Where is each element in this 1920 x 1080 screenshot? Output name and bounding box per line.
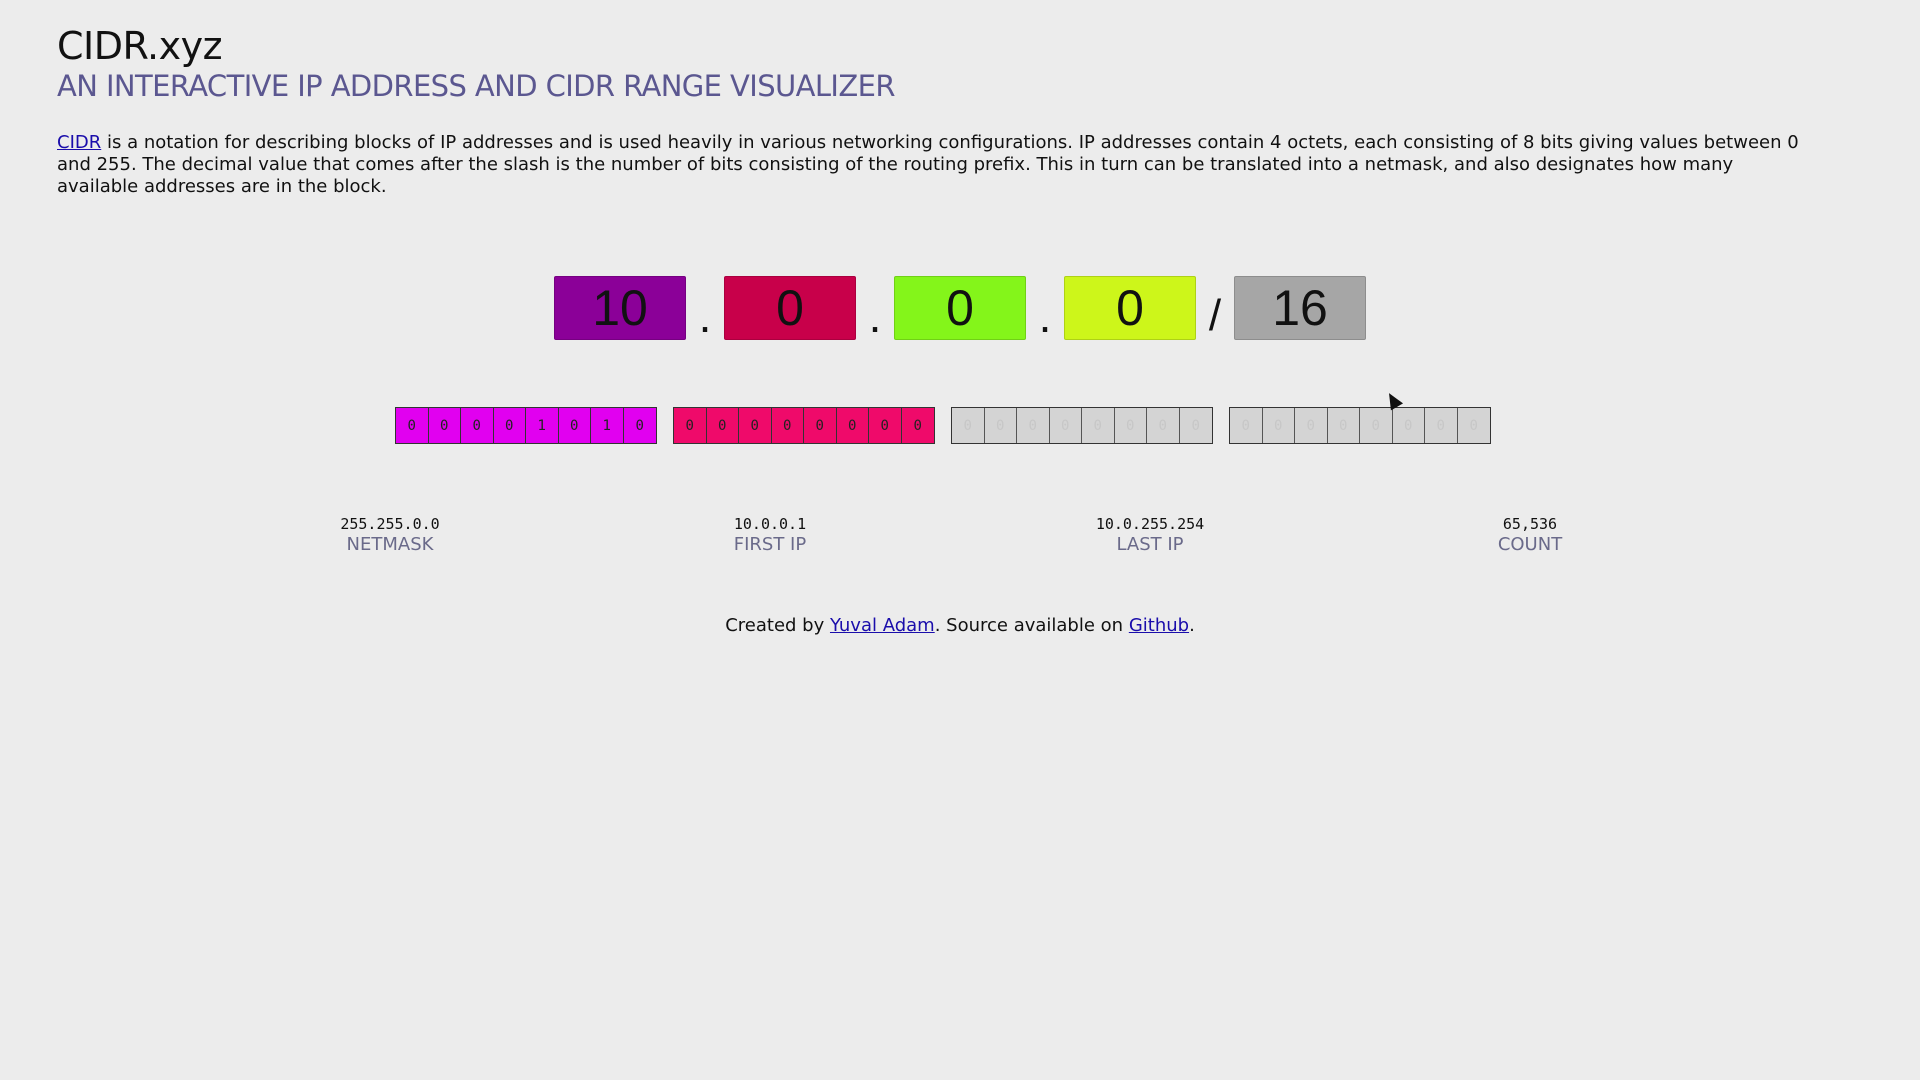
last-ip-value: 10.0.255.254 [1095,515,1205,533]
intro-text: is a notation for describing blocks of I… [57,132,1799,197]
first-ip-value: 10.0.0.1 [733,515,807,533]
bit-cell[interactable]: 0 [1360,408,1393,443]
bit-cell[interactable]: 0 [1393,408,1425,443]
bit-cell[interactable]: 0 [985,408,1017,443]
netmask-label: NETMASK [346,534,434,555]
bit-cell[interactable]: 0 [429,408,461,443]
footer-prefix: Created by [725,615,830,636]
bit-cell[interactable]: 0 [952,408,985,443]
octet-1-input[interactable]: 10 [554,276,686,340]
site-title: CIDR.xyz [57,24,223,68]
dot-separator: . [1038,290,1052,342]
bit-cell[interactable]: 1 [591,408,624,443]
bit-cell[interactable]: 1 [526,408,559,443]
bit-cell[interactable]: 0 [1469,417,1478,434]
bit-cell[interactable]: 0 [559,408,591,443]
intro-paragraph: CIDR is a notation for describing blocks… [57,132,1817,198]
github-link[interactable]: Github [1128,615,1190,636]
octet-2-input[interactable]: 0 [724,276,856,340]
bit-cell[interactable]: 0 [1230,408,1263,443]
octet-4-input[interactable]: 0 [1064,276,1196,340]
bit-cell[interactable]: 0 [635,417,644,434]
bit-cell[interactable]: 0 [869,408,902,443]
bit-cell[interactable]: 0 [837,408,869,443]
author-link[interactable]: Yuval Adam [829,615,935,636]
first-ip-stat: 10.0.0.1 FIRST IP [650,514,890,556]
bit-cell[interactable]: 0 [913,417,922,434]
cidr-link[interactable]: CIDR [57,132,102,153]
netmask-value: 255.255.0.0 [340,515,440,533]
bit-cell[interactable]: 0 [1295,408,1328,443]
bit-cell[interactable]: 0 [1050,408,1082,443]
bit-cell[interactable]: 0 [1328,408,1360,443]
last-ip-label: LAST IP [1116,534,1184,555]
bit-cell[interactable]: 0 [461,408,494,443]
count-stat: 65,536 COUNT [1410,514,1650,556]
bit-cell[interactable]: 0 [674,408,707,443]
netmask-stat: 255.255.0.0 NETMASK [270,514,510,556]
footer-middle: . Source available on [934,615,1129,636]
bit-cell[interactable]: 0 [494,408,526,443]
footer-suffix: . [1189,615,1195,636]
first-ip-label: FIRST IP [733,534,807,555]
bit-cell[interactable]: 0 [1115,408,1147,443]
slash-separator: / [1208,291,1222,340]
footer: Created by Yuval Adam. Source available … [0,615,1920,636]
bit-cell[interactable]: 0 [1147,408,1180,443]
bit-cell[interactable]: 0 [1191,417,1200,434]
bit-cell[interactable]: 0 [772,408,804,443]
count-label: COUNT [1497,534,1563,555]
cidr-input-row: 10 . 0 . 0 . 0 / 16 [554,276,1366,340]
bit-cell[interactable]: 0 [1263,408,1295,443]
bit-cell[interactable]: 0 [1017,408,1050,443]
site-subtitle: AN INTERACTIVE IP ADDRESS AND CIDR RANGE… [57,69,896,103]
dot-separator: . [698,290,712,342]
octet-3-input[interactable]: 0 [894,276,1026,340]
count-value: 65,536 [1502,515,1558,533]
last-ip-stat: 10.0.255.254 LAST IP [1030,514,1270,556]
bit-cell[interactable]: 0 [396,408,429,443]
bit-cell[interactable]: 0 [804,408,837,443]
prefix-input[interactable]: 16 [1234,276,1366,340]
dot-separator: . [868,290,882,342]
bit-cell[interactable]: 0 [707,408,739,443]
bit-cell[interactable]: 0 [739,408,772,443]
bit-cell[interactable]: 0 [1082,408,1115,443]
bit-cell[interactable]: 0 [1425,408,1458,443]
